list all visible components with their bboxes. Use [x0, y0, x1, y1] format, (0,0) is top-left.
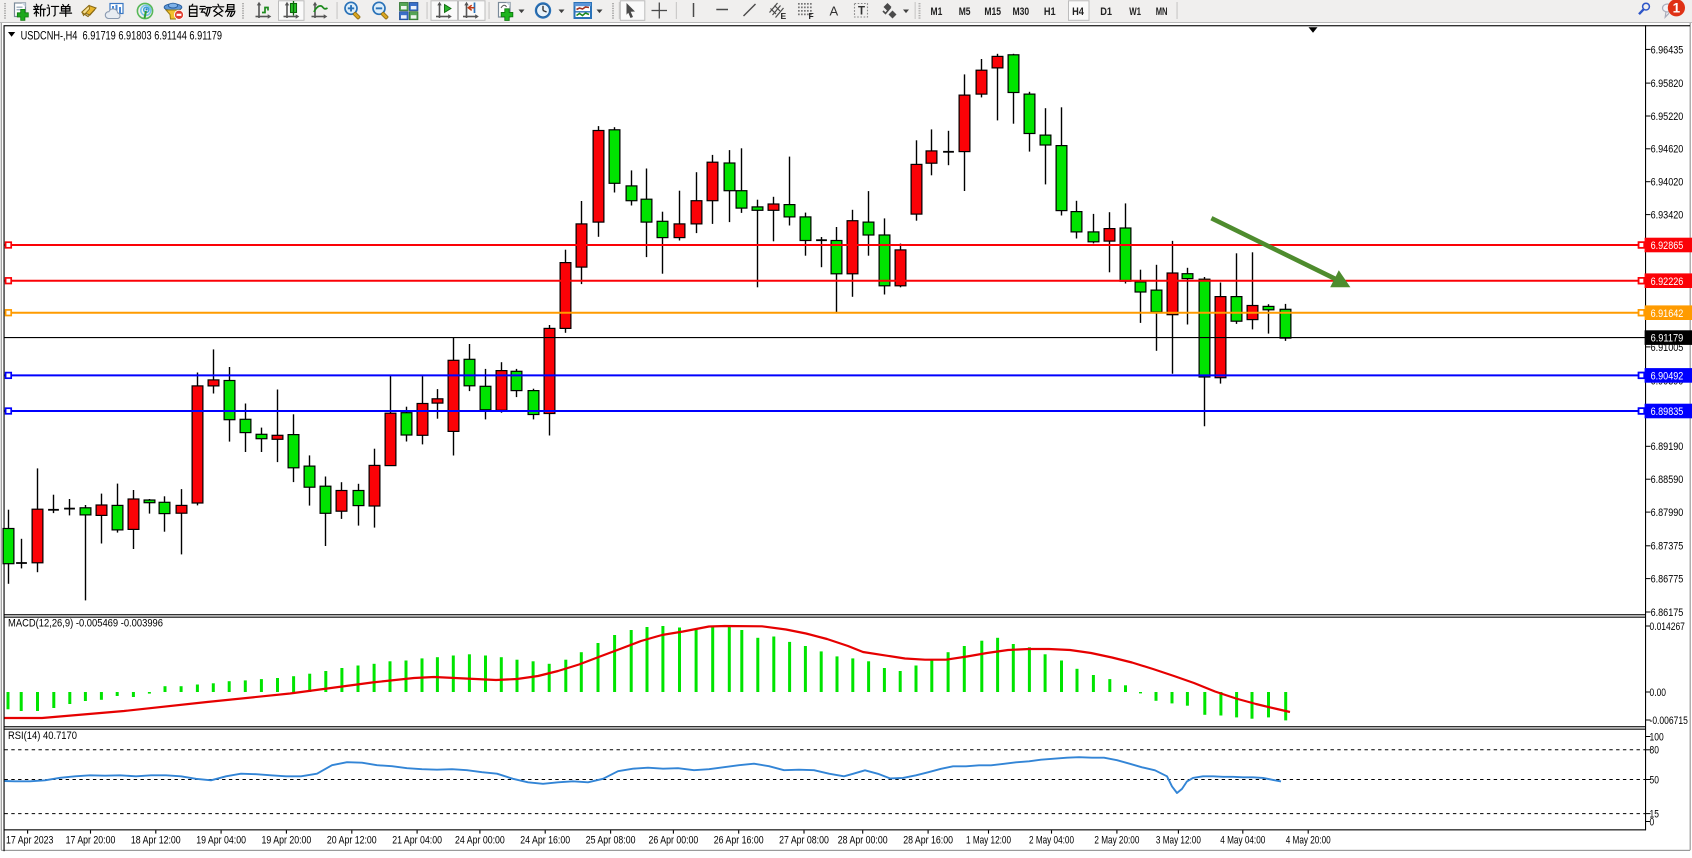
svg-text:18 Apr 12:00: 18 Apr 12:00 [131, 835, 181, 847]
svg-text:2 May 20:00: 2 May 20:00 [1094, 835, 1139, 847]
svg-text:T: T [858, 6, 865, 18]
svg-text:100: 100 [1650, 731, 1664, 743]
svg-text:80: 80 [1650, 745, 1659, 757]
svg-text:0: 0 [1650, 816, 1655, 828]
svg-text:6.91179: 6.91179 [1651, 333, 1684, 345]
svg-text:50: 50 [1650, 774, 1659, 786]
svg-text:6.96435: 6.96435 [1651, 44, 1684, 56]
svg-text:E: E [781, 11, 787, 21]
svg-text:27 Apr 08:00: 27 Apr 08:00 [779, 835, 829, 847]
svg-text:4 May 20:00: 4 May 20:00 [1286, 835, 1331, 847]
svg-text:19 Apr 20:00: 19 Apr 20:00 [262, 835, 312, 847]
svg-text:4 May 04:00: 4 May 04:00 [1220, 835, 1265, 847]
svg-text:6.87375: 6.87375 [1651, 541, 1684, 553]
svg-text:0.00: 0.00 [1650, 687, 1667, 699]
svg-text:0.014267: 0.014267 [1650, 621, 1685, 633]
svg-text:6.86775: 6.86775 [1651, 574, 1684, 586]
svg-text:21 Apr 04:00: 21 Apr 04:00 [392, 835, 442, 847]
svg-text:1 May 12:00: 1 May 12:00 [966, 835, 1011, 847]
svg-text:M30: M30 [1012, 6, 1029, 18]
svg-text:6.95820: 6.95820 [1651, 78, 1684, 90]
svg-text:-0.006715: -0.006715 [1650, 715, 1688, 727]
svg-text:24 Apr 00:00: 24 Apr 00:00 [455, 835, 505, 847]
svg-text:F: F [809, 11, 814, 21]
svg-text:6.87990: 6.87990 [1651, 507, 1684, 519]
svg-text:USDCNH-,H4 6.91719 6.91803 6.: USDCNH-,H4 6.91719 6.91803 6.91144 6.911… [21, 31, 222, 43]
svg-text:6.95220: 6.95220 [1651, 111, 1684, 123]
svg-text:M1: M1 [931, 6, 943, 18]
svg-text:25 Apr 08:00: 25 Apr 08:00 [586, 835, 636, 847]
svg-text:28 Apr 16:00: 28 Apr 16:00 [903, 835, 953, 847]
svg-text:M5: M5 [959, 6, 971, 18]
svg-text:6.86175: 6.86175 [1651, 607, 1684, 619]
svg-text:A: A [830, 4, 839, 19]
svg-text:6.89190: 6.89190 [1651, 441, 1684, 453]
svg-text:20 Apr 12:00: 20 Apr 12:00 [327, 835, 377, 847]
svg-text:15: 15 [1650, 809, 1659, 821]
svg-text:M15: M15 [984, 6, 1001, 18]
svg-text:28 Apr 00:00: 28 Apr 00:00 [838, 835, 888, 847]
svg-text:RSI(14) 40.7170: RSI(14) 40.7170 [8, 730, 77, 742]
svg-text:6.94020: 6.94020 [1651, 177, 1684, 189]
svg-text:3 May 12:00: 3 May 12:00 [1156, 835, 1201, 847]
svg-text:17 Apr 2023: 17 Apr 2023 [6, 835, 53, 847]
svg-text:MN: MN [1156, 6, 1168, 18]
svg-text:W1: W1 [1129, 6, 1141, 18]
svg-text:H4: H4 [1072, 6, 1085, 18]
svg-text:19 Apr 04:00: 19 Apr 04:00 [196, 835, 246, 847]
svg-text:6.94620: 6.94620 [1651, 144, 1684, 156]
svg-text:26 Apr 00:00: 26 Apr 00:00 [649, 835, 699, 847]
svg-text:6.88590: 6.88590 [1651, 474, 1684, 486]
svg-text:H1: H1 [1044, 6, 1056, 18]
svg-text:17 Apr 20:00: 17 Apr 20:00 [66, 835, 116, 847]
svg-text:6.91642: 6.91642 [1651, 308, 1684, 320]
svg-text:6.90492: 6.90492 [1651, 371, 1684, 383]
svg-text:6.89835: 6.89835 [1651, 406, 1684, 418]
svg-text:MACD(12,26,9) -0.005469 -0.003: MACD(12,26,9) -0.005469 -0.003996 [8, 618, 163, 630]
svg-text:2 May 04:00: 2 May 04:00 [1029, 835, 1074, 847]
svg-text:6.92865: 6.92865 [1651, 240, 1684, 252]
svg-text:6.93420: 6.93420 [1651, 210, 1684, 222]
svg-text:26 Apr 16:00: 26 Apr 16:00 [714, 835, 764, 847]
svg-text:24 Apr 16:00: 24 Apr 16:00 [520, 835, 570, 847]
svg-text:1: 1 [1673, 0, 1681, 15]
svg-text:6.92226: 6.92226 [1651, 276, 1684, 288]
svg-text:D1: D1 [1100, 6, 1112, 18]
